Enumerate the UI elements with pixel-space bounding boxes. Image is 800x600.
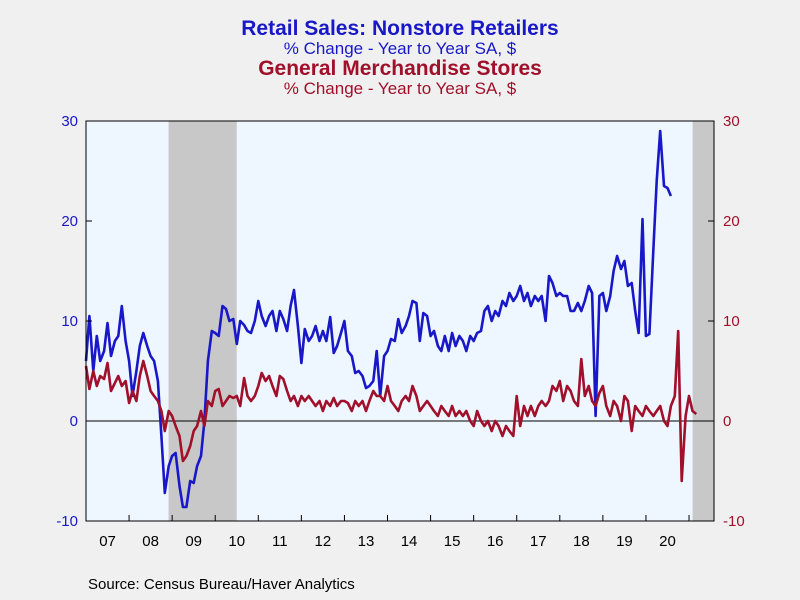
x-tick-label: 16 (487, 533, 504, 550)
y-tick-label-right: -10 (723, 513, 745, 530)
series1-subtitle: % Change - Year to Year SA, $ (283, 39, 517, 58)
y-tick-label-right: 30 (723, 113, 740, 130)
y-tick-label-left: 30 (61, 113, 78, 130)
y-tick-label-right: 10 (723, 313, 740, 330)
x-tick-label: 20 (659, 533, 676, 550)
x-tick-label: 08 (142, 533, 159, 550)
x-tick-label: 14 (401, 533, 418, 550)
x-tick-label: 13 (358, 533, 375, 550)
y-tick-label-left: 20 (61, 213, 78, 230)
x-tick-label: 17 (530, 533, 547, 550)
x-tick-label: 10 (228, 533, 245, 550)
x-tick-label: 15 (444, 533, 461, 550)
x-tick-label: 18 (573, 533, 590, 550)
x-tick-label: 11 (272, 533, 288, 550)
y-tick-label-right: 0 (723, 413, 731, 430)
source-note: Source: Census Bureau/Haver Analytics (88, 576, 355, 593)
y-tick-label-left: 0 (70, 413, 78, 430)
series-line-1 (84, 129, 673, 509)
series-line-2 (84, 329, 698, 483)
x-tick-label: 19 (616, 533, 633, 550)
x-tick-label: 07 (99, 533, 116, 550)
chart-titles: Retail Sales: Nonstore Retailers % Chang… (0, 18, 800, 98)
series2-title: General Merchandise Stores (258, 57, 542, 80)
recession-band-0 (168, 121, 237, 521)
y-tick-label-left: -10 (56, 513, 78, 530)
series2-subtitle: % Change - Year to Year SA, $ (283, 79, 517, 98)
x-tick-label: 09 (185, 533, 202, 550)
series1-title: Retail Sales: Nonstore Retailers (241, 17, 559, 40)
y-tick-label-right: 20 (723, 213, 740, 230)
y-tick-label-left: 10 (61, 313, 78, 330)
x-tick-label: 12 (315, 533, 332, 550)
